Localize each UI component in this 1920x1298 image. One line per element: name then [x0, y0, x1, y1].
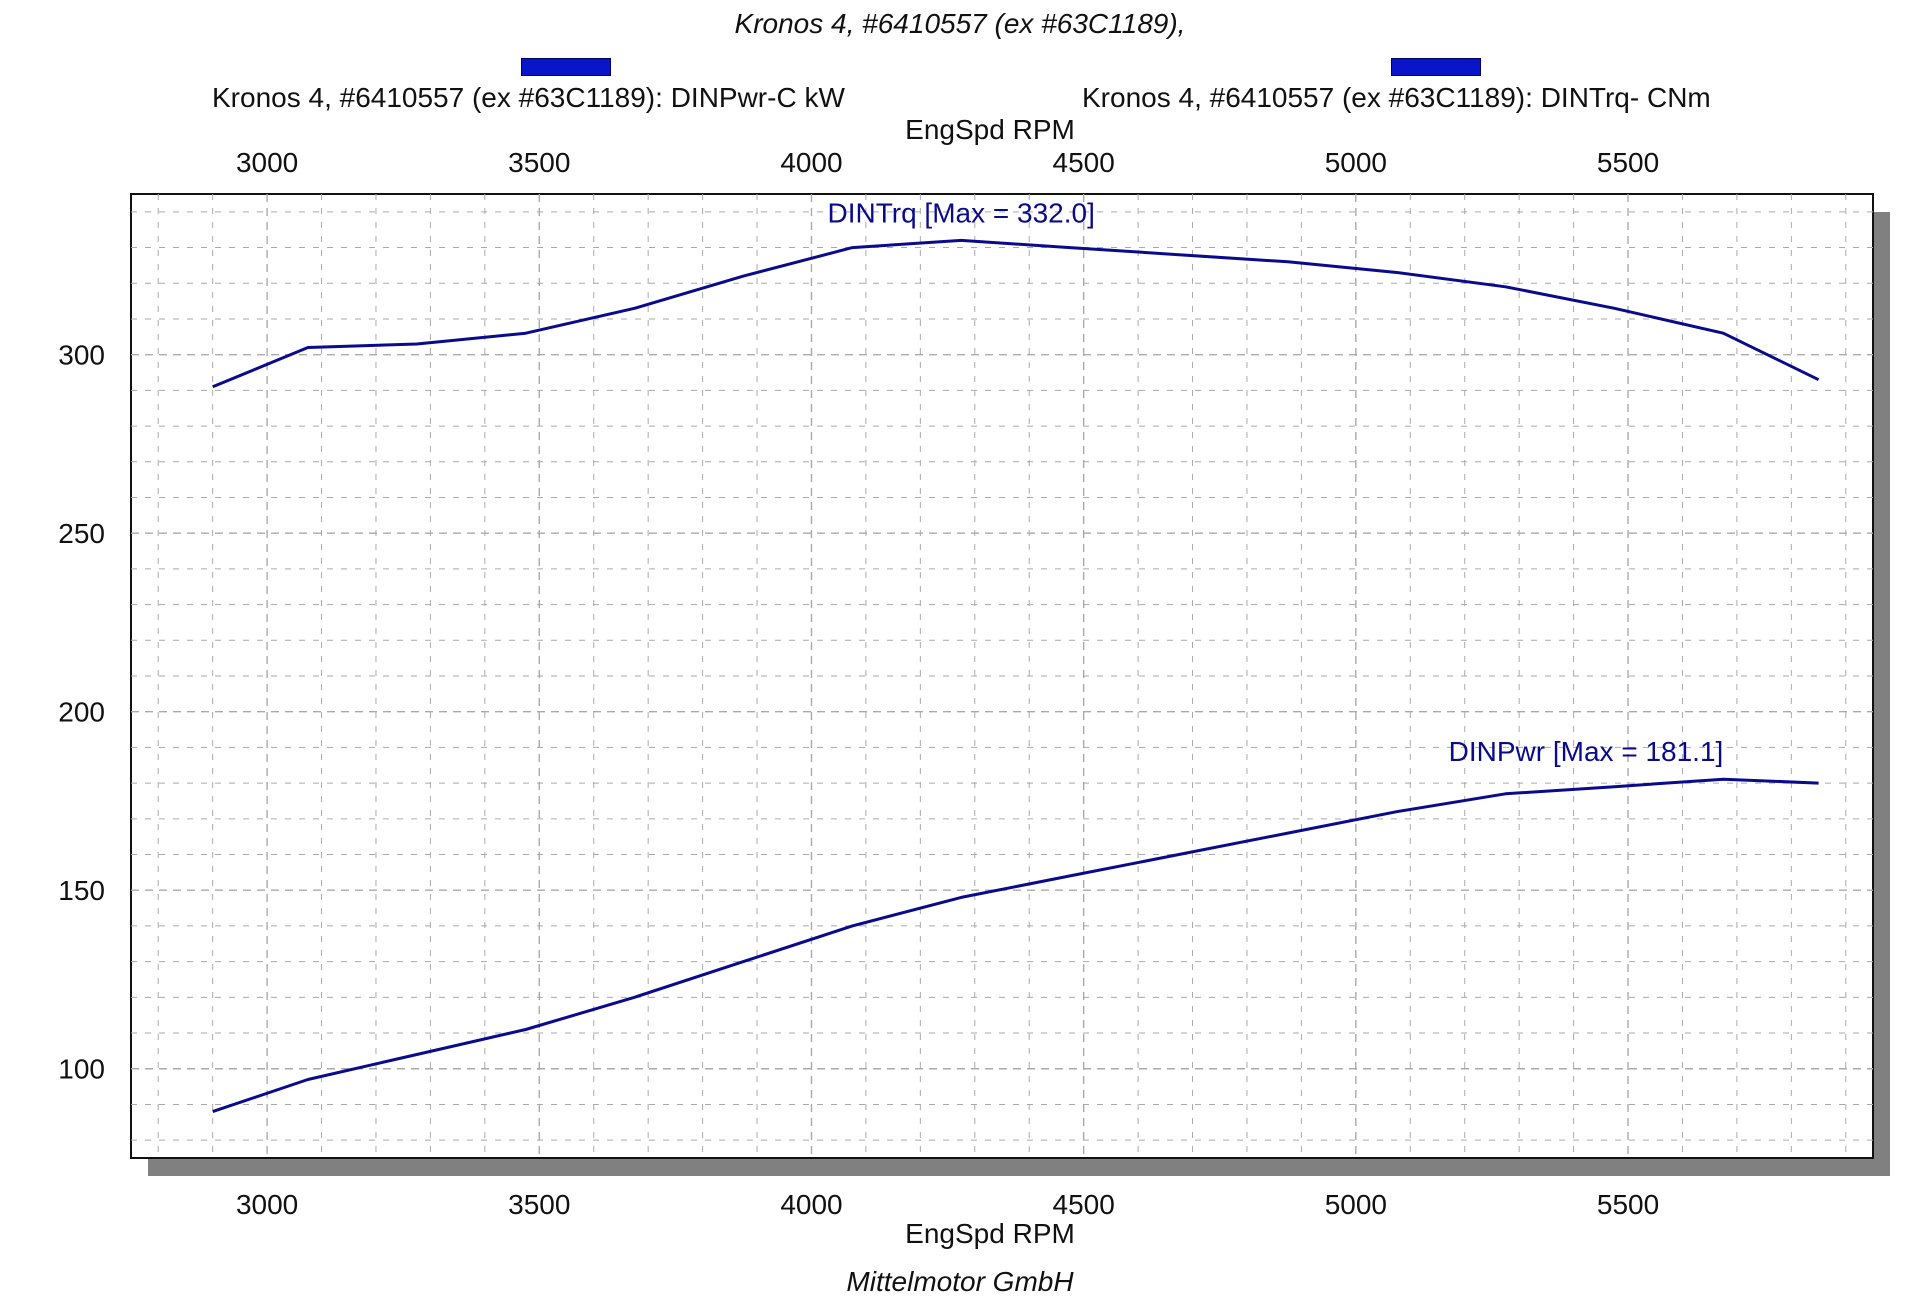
y-tick-label: 100	[58, 1054, 105, 1085]
x-tick-label-top: 4000	[780, 147, 842, 178]
series-annotations: DINPwr [Max = 181.1] DINTrq [Max = 332.0]	[827, 197, 1723, 767]
series-line-0	[212, 777, 1819, 1114]
chart-subtitle: Kronos 4, #6410557 (ex #63C1189),	[734, 8, 1186, 39]
x-tick-label-top: 4500	[1053, 147, 1115, 178]
x-tick-label-bottom: 4000	[780, 1189, 842, 1220]
chart-footer: Mittelmotor GmbH	[846, 1266, 1074, 1297]
series-annotation-1: DINTrq [Max = 332.0]	[827, 197, 1094, 228]
x-tick-label-bottom: 4500	[1053, 1189, 1115, 1220]
x-tick-label-bottom: 5500	[1597, 1189, 1659, 1220]
x-tick-label-top: 5500	[1597, 147, 1659, 178]
x-tick-label-bottom: 3000	[236, 1189, 298, 1220]
grid-lines	[131, 194, 1873, 1158]
series-line-1	[212, 238, 1820, 389]
x-axis-title-top: EngSpd RPM	[905, 114, 1075, 145]
tick-labels: 3000 3000 3500 3500 4000 4000 4500 4500 5000 5000…	[58, 147, 1659, 1220]
y-tick-label: 150	[58, 875, 105, 906]
legend-swatch-power	[521, 58, 611, 76]
x-tick-label-top: 3500	[508, 147, 570, 178]
legend-label-torque: Kronos 4, #6410557 (ex #63C1189): DINTrq…	[1082, 82, 1711, 113]
y-tick-label: 200	[58, 697, 105, 728]
legend-swatch-torque	[1391, 58, 1481, 76]
y-tick-label: 300	[58, 340, 105, 371]
x-axis-title-bottom: EngSpd RPM	[905, 1218, 1075, 1249]
x-tick-label-bottom: 3500	[508, 1189, 570, 1220]
y-tick-label: 250	[58, 518, 105, 549]
legend-label-power: Kronos 4, #6410557 (ex #63C1189): DINPwr…	[212, 82, 845, 113]
series-annotation-0: DINPwr [Max = 181.1]	[1449, 736, 1724, 767]
x-tick-label-top: 3000	[236, 147, 298, 178]
series-lines	[212, 238, 1820, 1114]
x-tick-label-bottom: 5000	[1325, 1189, 1387, 1220]
x-tick-label-top: 5000	[1325, 147, 1387, 178]
